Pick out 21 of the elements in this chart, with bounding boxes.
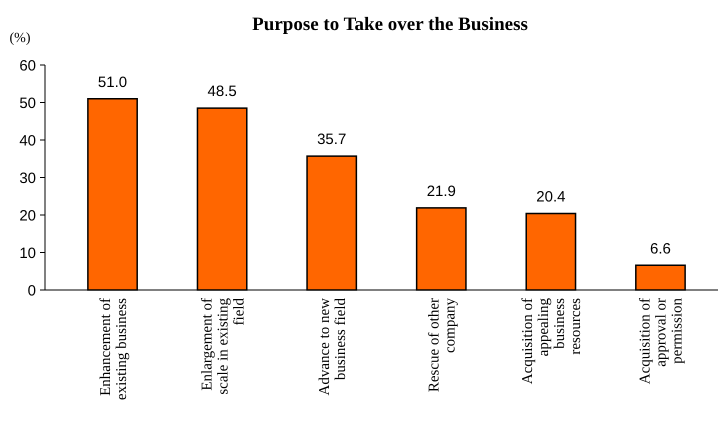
y-tick-label: 0 (28, 282, 36, 300)
data-label: 6.6 (650, 240, 671, 258)
x-tick-label: Enlargement of scale in existing field (199, 298, 248, 395)
x-tick-label: Enhancement of existing business (98, 298, 130, 400)
data-label: 48.5 (208, 83, 237, 100)
y-tick-label: 10 (19, 244, 36, 262)
x-tick-label: Rescue of other company (426, 298, 459, 392)
x-tick-label: Acquisition of appealing business resources (520, 298, 584, 384)
y-tick-label: 60 (19, 57, 36, 74)
data-label: 35.7 (317, 131, 346, 148)
y-tick-label: 40 (19, 132, 36, 150)
y-tick-label: 20 (19, 207, 36, 224)
y-tick-label: 50 (19, 94, 36, 112)
y-tick-label: 30 (19, 170, 36, 187)
data-label: 21.9 (426, 182, 456, 200)
data-label: 51.0 (98, 74, 128, 91)
y-axis-title: (%) (10, 31, 31, 46)
x-tick-label: Acquisition of approval or permission (638, 298, 686, 384)
x-tick-label: Advance to new business field (316, 298, 349, 396)
data-label: 20.4 (536, 188, 566, 206)
chart-title: Purpose to Take over the Business (252, 14, 528, 35)
